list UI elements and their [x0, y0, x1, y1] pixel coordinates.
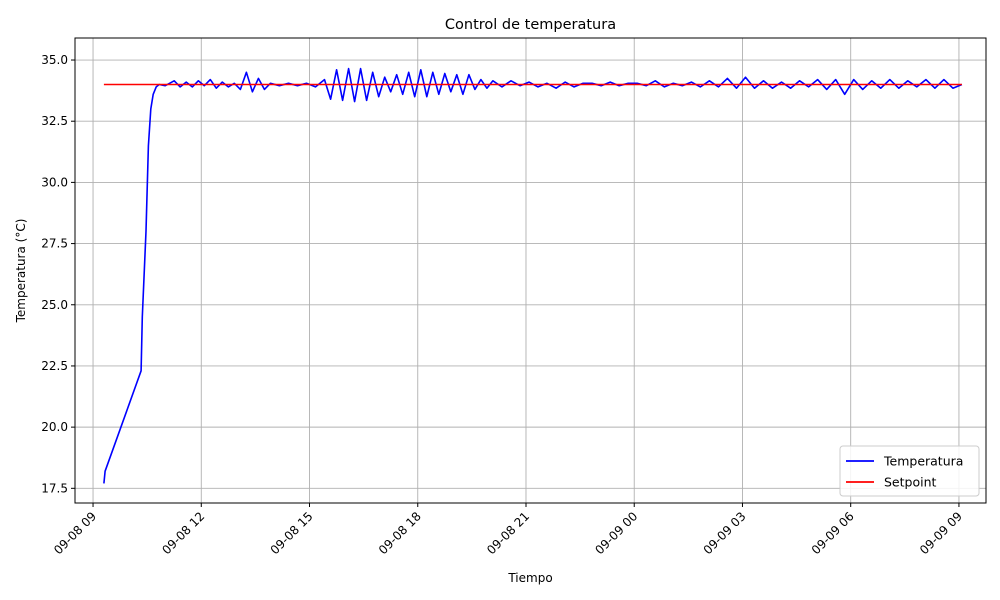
y-tick-label: 17.5 [41, 481, 68, 495]
plot-frame [74, 37, 987, 504]
legend-label: Temperatura [883, 454, 963, 469]
series-layer [103, 67, 963, 484]
y-tick-label: 32.5 [41, 114, 68, 128]
grid-layer [75, 38, 986, 503]
chart-title: Control de temperatura [445, 17, 616, 33]
x-axis-title: Tiempo [507, 571, 552, 585]
y-tick-label: 35.0 [41, 53, 68, 67]
legend-label: Setpoint [884, 475, 937, 490]
legend: Temperatura Setpoint [839, 445, 980, 497]
y-tick-label: 22.5 [41, 359, 68, 373]
y-tick-label: 20.0 [41, 420, 68, 434]
legend-box [839, 445, 980, 497]
y-tick-label: 30.0 [41, 175, 68, 189]
y-axis-title: Temperatura (°C) [14, 219, 28, 324]
y-tick-label: 25.0 [41, 298, 68, 312]
y-tick-label: 27.5 [41, 237, 68, 251]
